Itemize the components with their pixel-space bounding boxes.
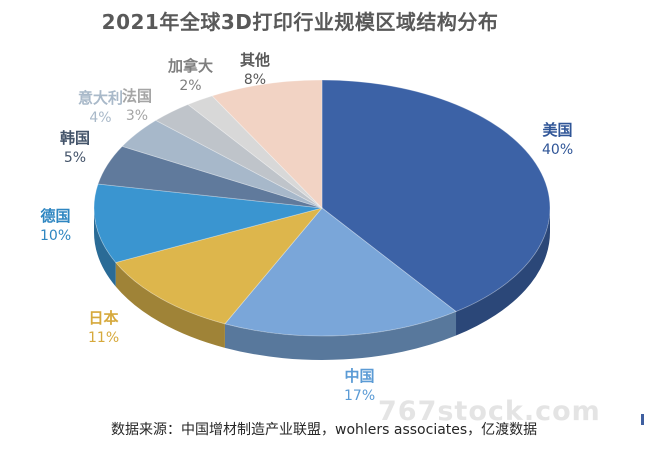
slice-意大利 (121, 119, 323, 209)
slice-label-percent: 10% (40, 228, 72, 244)
slice-label-name: 意大利 (78, 89, 124, 107)
slice-label-美国: 美国 40% (542, 120, 573, 160)
slice-side-中国 (224, 311, 457, 361)
slice-label-德国: 德国 10% (40, 206, 71, 246)
slice-side-美国 (456, 208, 550, 336)
slice-label-name: 德国 (40, 207, 71, 225)
slice-label-percent: 2% (179, 78, 202, 94)
slice-label-name: 中国 (344, 367, 375, 385)
slice-label-name: 加拿大 (168, 57, 214, 75)
pie-tops (93, 79, 551, 337)
slice-德国 (93, 183, 323, 263)
slice-label-其他: 其他 8% (240, 50, 270, 90)
slice-其他 (211, 79, 323, 209)
slice-韩国 (97, 145, 323, 209)
slice-label-name: 法国 (122, 87, 153, 105)
slice-side-德国 (94, 208, 116, 287)
slice-label-percent: 3% (125, 108, 149, 124)
edge-mark (641, 414, 644, 425)
slice-中国 (224, 207, 457, 337)
slice-label-意大利: 意大利 4% (78, 88, 123, 128)
slice-side-日本 (115, 262, 225, 348)
chart-title: 2021年全球3D打印行业规模区域结构分布 (101, 10, 499, 34)
slice-label-percent: 4% (89, 110, 112, 126)
slice-法国 (154, 103, 323, 209)
slice-label-percent: 5% (63, 150, 87, 166)
slice-label-name: 其他 (240, 51, 271, 69)
slice-label-加拿大: 加拿大 2% (168, 56, 213, 96)
pie-sides (94, 208, 550, 361)
watermark-text: 767stock.com (378, 396, 601, 427)
slice-美国 (321, 79, 551, 313)
slice-加拿大 (187, 95, 323, 209)
slice-label-percent: 40% (542, 142, 574, 158)
source-note: 数据来源：中国增材制造产业联盟，wohlers associates，亿渡数据 (111, 422, 538, 438)
slice-label-name: 日本 (88, 309, 119, 327)
slice-label-韩国: 韩国 5% (60, 128, 90, 168)
slice-label-percent: 11% (88, 330, 120, 346)
slice-label-percent: 17% (344, 388, 376, 404)
slice-label-中国: 中国 17% (344, 366, 375, 406)
slice-label-name: 韩国 (60, 129, 91, 147)
slice-label-percent: 8% (243, 72, 267, 88)
slice-label-name: 美国 (542, 121, 573, 139)
slice-label-法国: 法国 3% (122, 86, 152, 126)
slice-日本 (114, 207, 324, 325)
slice-label-日本: 日本 11% (88, 308, 119, 348)
